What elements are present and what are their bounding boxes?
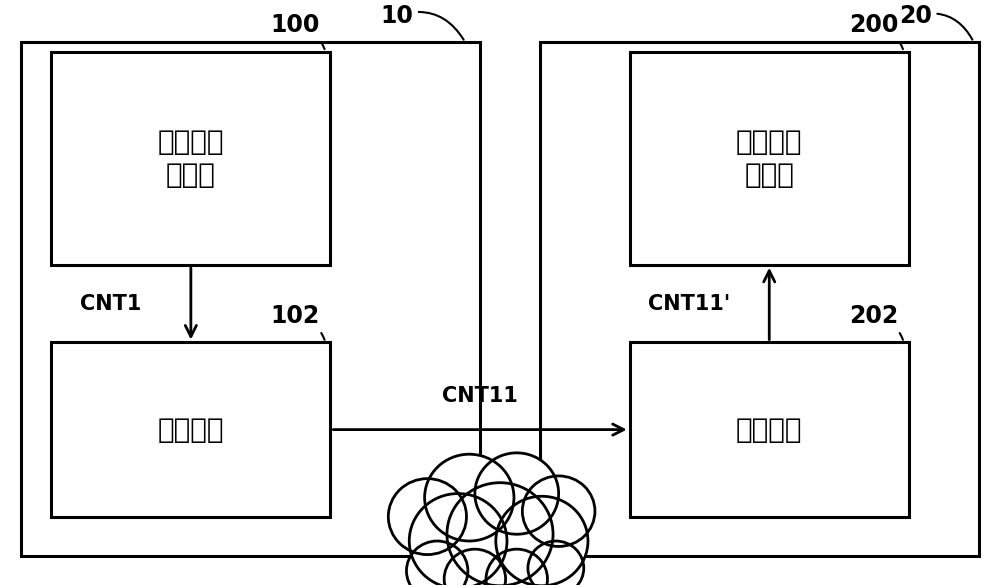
Text: 第一图像
传感器: 第一图像 传感器 bbox=[158, 128, 224, 189]
Circle shape bbox=[475, 453, 559, 534]
Text: 100: 100 bbox=[271, 13, 325, 49]
Circle shape bbox=[388, 479, 466, 554]
Text: CNT1: CNT1 bbox=[80, 294, 142, 314]
Circle shape bbox=[486, 549, 547, 586]
Bar bbox=[51, 342, 330, 517]
Bar bbox=[630, 52, 909, 265]
Text: 第一接口: 第一接口 bbox=[158, 415, 224, 444]
Bar bbox=[630, 342, 909, 517]
Text: 200: 200 bbox=[849, 13, 903, 49]
Text: 20: 20 bbox=[899, 4, 972, 40]
Text: 第二接口: 第二接口 bbox=[736, 415, 802, 444]
Bar bbox=[21, 42, 480, 556]
Bar bbox=[540, 42, 979, 556]
Circle shape bbox=[528, 541, 584, 586]
Text: 102: 102 bbox=[271, 304, 325, 340]
Text: 第二图像
传感器: 第二图像 传感器 bbox=[736, 128, 802, 189]
Circle shape bbox=[425, 454, 514, 541]
Text: CNT11: CNT11 bbox=[442, 386, 518, 406]
Text: 202: 202 bbox=[849, 304, 903, 340]
Circle shape bbox=[447, 483, 553, 586]
Text: Wi-Fi: Wi-Fi bbox=[472, 548, 528, 573]
Circle shape bbox=[409, 493, 507, 586]
Circle shape bbox=[444, 549, 506, 586]
Circle shape bbox=[406, 541, 468, 586]
Circle shape bbox=[522, 476, 595, 546]
Text: 10: 10 bbox=[380, 4, 464, 40]
Text: CNT11': CNT11' bbox=[648, 294, 731, 314]
Circle shape bbox=[496, 496, 588, 586]
Bar bbox=[51, 52, 330, 265]
